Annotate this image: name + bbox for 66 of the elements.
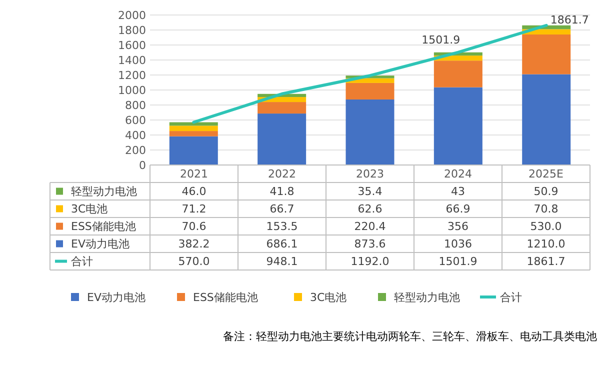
data-label: 948.1 [266,255,298,268]
x-tick-label: 2022 [268,168,296,181]
y-tick-label: 1000 [118,84,146,97]
bar [522,34,571,74]
y-tick-label: 600 [125,114,146,127]
text: 备注：轻型动力电池主要统计电动两轮车、三轮车、滑板车、电动工具类电池 [223,330,597,343]
data-label: 46.0 [182,185,206,198]
data-label: 356 [448,220,468,234]
data-label: 1036 [444,238,472,251]
y-tick-label: 400 [125,128,146,142]
data-label: 71.2 [182,202,206,216]
bar [522,74,571,165]
data-label: 1501.9 [438,255,478,268]
data-label: 70.6 [182,220,206,234]
y-tick-label: 800 [125,98,146,112]
legend-label: EV动力电池 [71,238,130,251]
data-label: 220.4 [354,220,386,234]
data-label: 873.6 [354,238,386,251]
bar [434,60,482,88]
y-tick-label: 2000 [118,8,146,22]
y-tick-label: 200 [125,144,146,157]
y-tick-label: 1400 [118,54,146,67]
data-label: 70.8 [534,202,558,216]
data-label: 66.9 [446,202,470,216]
data-label: 530.0 [530,220,562,234]
data-label: 41.8 [270,185,294,198]
data-label: 66.7 [270,202,294,216]
text: 3C电池 [310,290,347,304]
data-label: 686.1 [266,238,298,251]
data-label: 382.2 [178,238,210,251]
data-label: 35.4 [358,185,382,198]
x-tick-label: 2024 [444,168,472,181]
y-tick-label: 1600 [118,38,146,52]
text: ESS储能电池 [193,290,258,304]
x-tick-label: 2021 [180,168,208,181]
annotation: 1501.9 [422,33,460,46]
text: 轻型动力电池 [394,290,460,304]
text: EV动力电池 [87,290,146,304]
y-tick-label: 1800 [118,24,146,37]
bar [258,102,306,114]
legend-label: 3C电池 [71,202,108,216]
x-tick-label: 2025E [528,168,564,181]
line-series [192,24,548,124]
legend-label: 合计 [71,255,93,268]
data-label: 153.5 [266,220,298,234]
bar [169,131,218,136]
legend-label: 轻型动力电池 [71,185,137,198]
annotation: 1861.7 [550,13,589,26]
bar [346,99,394,165]
data-label: 570.0 [178,255,210,268]
text: 合计 [500,290,522,304]
data-label: 62.6 [358,202,382,216]
bar [169,126,218,132]
bar [434,87,482,165]
data-label: 1192.0 [350,255,390,268]
legend-label: ESS储能电池 [71,220,136,234]
bar [346,82,394,100]
x-tick-label: 2023 [356,168,384,181]
bar [258,114,306,165]
bar [169,136,218,165]
y-tick-label: 1200 [118,68,146,82]
y-tick-label: 0 [139,158,146,172]
data-label: 1210.0 [526,238,566,251]
data-label: 43 [451,185,465,198]
data-label: 1861.7 [526,255,566,268]
data-label: 50.9 [534,185,558,198]
